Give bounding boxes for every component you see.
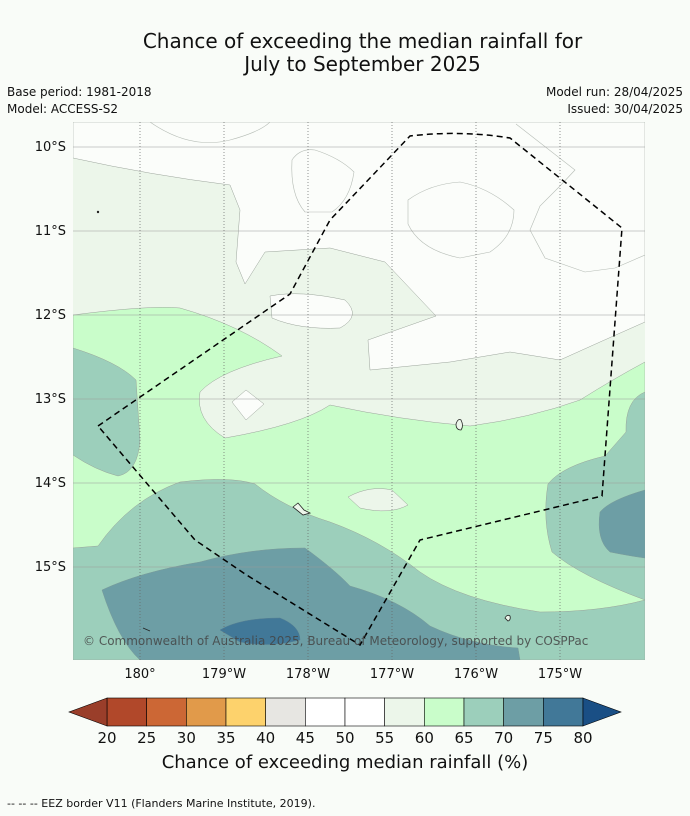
longitude-labels: 180° 179°W 178°W 177°W 176°W 175°W (124, 667, 582, 682)
base-period: Base period: 1981-2018 (7, 85, 152, 99)
colorbar-tick-label: 30 (177, 729, 196, 747)
band-50-55-patch-2 (231, 389, 265, 421)
colorbar-segment (146, 697, 187, 727)
eez-border (96, 132, 623, 647)
colorbar-tick-label: 25 (137, 729, 156, 747)
meta-right: Model run: 28/04/2025 Issued: 30/04/2025 (546, 84, 683, 118)
lon-label-180: 180° (124, 667, 155, 682)
model-run: Model run: 28/04/2025 (545, 85, 683, 99)
island-d (142, 627, 151, 632)
band-70-75-south (101, 547, 521, 660)
colorbar-segment (543, 697, 584, 727)
colorbar-tick-label: 60 (415, 729, 434, 747)
latitude-gridlines (73, 146, 645, 568)
colorbar-tick-label: 65 (454, 729, 473, 747)
title-line-1: Chance of exceeding the median rainfall … (142, 29, 583, 53)
colorbar-segment (503, 697, 544, 727)
band-75-80 (219, 617, 301, 645)
meta-left: Base period: 1981-2018 Model: ACCESS-S2 (7, 84, 152, 118)
band-50-55-patch (269, 293, 353, 329)
eez-footnote: -- -- -- EEZ border V11 (Flanders Marine… (7, 797, 316, 810)
band-55-60-patch (347, 488, 409, 512)
colorbar-tick-label: 75 (534, 729, 553, 747)
colorbar-segments (106, 697, 584, 727)
lon-label-176w: 176°W (454, 667, 498, 682)
colorbar-tick-label: 40 (256, 729, 275, 747)
colorbar-label: Chance of exceeding median rainfall (%) (161, 752, 529, 773)
island-b (292, 502, 312, 516)
lat-label-13s: 13°S (35, 392, 66, 407)
colorbar-tick-label: 20 (97, 729, 116, 747)
band-70-75-east (598, 489, 645, 559)
colorbar-over-arrow (582, 697, 622, 727)
lat-label-12s: 12°S (35, 308, 66, 323)
islands (96, 210, 511, 632)
latitude-labels: 10°S 11°S 12°S 13°S 14°S 15°S (35, 140, 66, 575)
issued-date: Issued: 30/04/2025 (567, 102, 683, 116)
colorbar-segment (384, 697, 425, 727)
colorbar: 20 25 30 35 40 45 50 55 60 65 70 75 80 (68, 697, 622, 747)
map-fill-layers (73, 122, 645, 660)
model-name: Model: ACCESS-S2 (7, 102, 119, 116)
lon-label-179w: 179°W (202, 667, 246, 682)
colorbar-tick-label: 70 (494, 729, 513, 747)
island-a (455, 419, 463, 431)
lat-label-15s: 15°S (35, 560, 66, 575)
lon-label-175w: 175°W (538, 667, 582, 682)
colorbar-segment (344, 697, 385, 727)
colorbar-segment (186, 697, 227, 727)
lat-label-14s: 14°S (35, 476, 66, 491)
lon-label-178w: 178°W (286, 667, 330, 682)
colorbar-under-arrow (68, 697, 108, 727)
band-65-70-west (73, 347, 141, 477)
lon-label-177w: 177°W (370, 667, 414, 682)
map-title: Chance of exceeding the median rainfall … (0, 30, 690, 76)
lat-label-11s: 11°S (35, 224, 66, 239)
copyright-notice: © Commonwealth of Australia 2025, Bureau… (83, 634, 588, 648)
colorbar-tick-label: 55 (375, 729, 394, 747)
island-c (504, 614, 511, 622)
contour-lines (149, 122, 645, 273)
lat-label-10s: 10°S (35, 140, 66, 155)
colorbar-segment (463, 697, 504, 727)
colorbar-segment (106, 697, 147, 727)
colorbar-ticks: 20 25 30 35 40 45 50 55 60 65 70 75 80 (97, 729, 592, 747)
colorbar-tick-label: 45 (296, 729, 315, 747)
colorbar-segment (265, 697, 306, 727)
colorbar-tick-label: 50 (335, 729, 354, 747)
colorbar-tick-label: 35 (216, 729, 235, 747)
colorbar-tick-label: 80 (573, 729, 592, 747)
island-e (96, 210, 100, 214)
title-line-2: July to September 2025 (244, 52, 481, 76)
colorbar-segment (225, 697, 266, 727)
colorbar-segment (305, 697, 346, 727)
rainfall-map: © Commonwealth of Australia 2025, Bureau… (35, 122, 645, 682)
colorbar-segment (424, 697, 465, 727)
band-50-55-north (73, 122, 645, 371)
